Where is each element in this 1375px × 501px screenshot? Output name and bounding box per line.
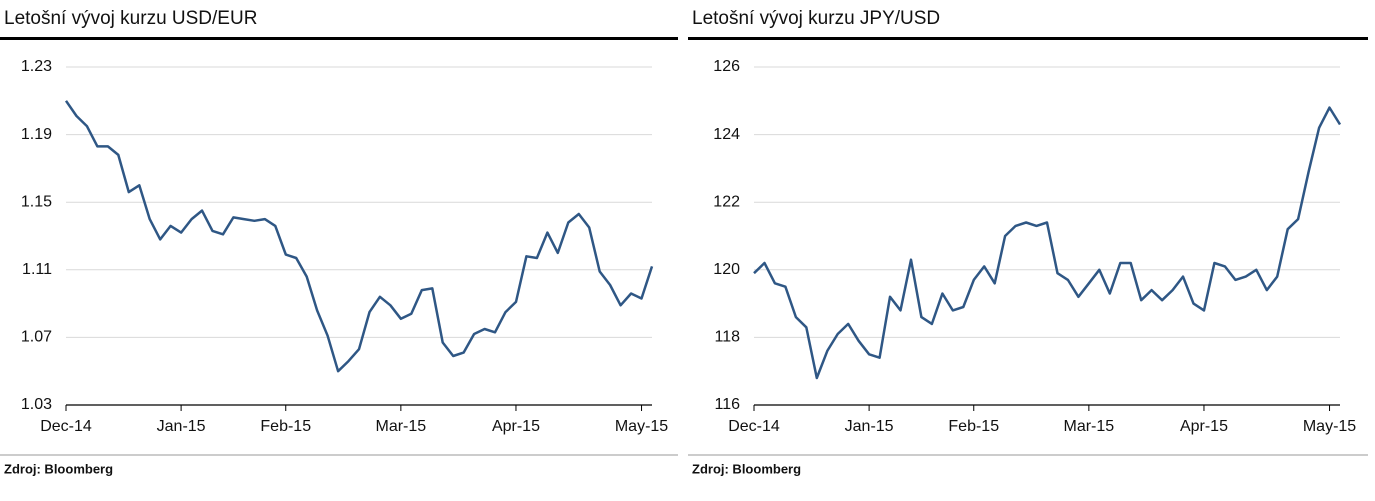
- chart-title: Letošní vývoj kurzu USD/EUR: [4, 8, 257, 29]
- y-tick-label: 1.19: [21, 126, 52, 143]
- x-tick-label: Jan-15: [157, 418, 206, 435]
- y-tick-label: 1.15: [21, 193, 52, 210]
- y-tick-label: 1.07: [21, 329, 52, 346]
- y-tick-label: 1.11: [22, 261, 52, 278]
- title-rule: [688, 37, 1368, 40]
- x-tick-label: Dec-14: [40, 418, 92, 435]
- x-tick-label: May-15: [615, 418, 668, 435]
- source-note: Zdroj: Bloomberg: [692, 461, 801, 476]
- x-tick-label: Jan-15: [845, 418, 894, 435]
- x-tick-label: Feb-15: [948, 418, 999, 435]
- series-line: [64, 100, 654, 373]
- x-tick-label: Apr-15: [1180, 418, 1228, 435]
- x-tick-label: Mar-15: [1064, 418, 1115, 435]
- y-tick-label: 118: [714, 329, 740, 346]
- y-tick-label: 124: [713, 126, 740, 143]
- x-tick-label: Dec-14: [728, 418, 780, 435]
- y-tick-label: 120: [713, 261, 740, 278]
- y-tick-label: 1.03: [21, 396, 52, 413]
- y-tick-label: 116: [714, 396, 740, 413]
- series-line: [753, 106, 1342, 380]
- y-tick-label: 1.23: [21, 58, 52, 75]
- x-tick-label: Feb-15: [260, 418, 311, 435]
- y-tick-label: 126: [713, 58, 740, 75]
- chart-title: Letošní vývoj kurzu JPY/USD: [692, 8, 940, 29]
- x-tick-label: Mar-15: [376, 418, 427, 435]
- title-rule: [0, 37, 678, 40]
- source-note: Zdroj: Bloomberg: [4, 461, 113, 476]
- x-tick-label: May-15: [1303, 418, 1356, 435]
- x-tick-label: Apr-15: [492, 418, 540, 435]
- y-tick-label: 122: [713, 193, 740, 210]
